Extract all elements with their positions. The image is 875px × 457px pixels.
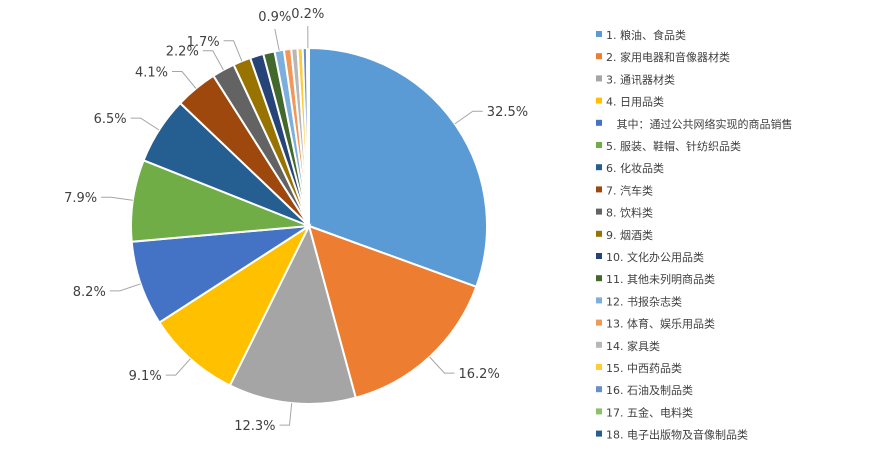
legend-label: 7. 汽车类 bbox=[606, 183, 653, 197]
legend: 1. 粮油、食品类 2. 家用电器和音像器材类 3. 通讯器材类 4. 日用品类 其中… bbox=[596, 28, 793, 442]
legend-label: 15. 中西药品类 bbox=[606, 361, 682, 375]
legend-swatch bbox=[596, 408, 602, 414]
legend-label: 10. 文化办公用品类 bbox=[606, 250, 704, 264]
leader-line bbox=[280, 403, 292, 425]
data-label: 0.9% bbox=[258, 10, 291, 25]
legend-label: 18. 电子出版物及音像制品类 bbox=[606, 428, 748, 442]
leader-line bbox=[131, 118, 160, 130]
leader-line bbox=[166, 359, 191, 375]
legend-swatch bbox=[596, 342, 602, 348]
data-label: 6.5% bbox=[94, 112, 127, 127]
legend-swatch bbox=[596, 364, 602, 370]
legend-label: 11. 其他未列明商品类 bbox=[606, 272, 715, 286]
legend-label: 13. 体育、娱乐用品类 bbox=[606, 317, 715, 331]
leader-line bbox=[224, 41, 242, 61]
data-label: 4.1% bbox=[135, 66, 168, 81]
leader-line bbox=[455, 111, 483, 124]
leader-line bbox=[172, 72, 196, 89]
legend-swatch bbox=[596, 98, 602, 104]
data-label: 16.2% bbox=[459, 367, 500, 382]
data-label: 0.2% bbox=[291, 7, 324, 22]
legend-swatch bbox=[596, 120, 602, 126]
data-label: 12.3% bbox=[234, 419, 275, 434]
legend-swatch bbox=[596, 297, 602, 303]
legend-label: 16. 石油及制品类 bbox=[606, 383, 693, 397]
legend-swatch bbox=[596, 53, 602, 59]
leader-line bbox=[430, 357, 455, 373]
legend-swatch bbox=[596, 275, 602, 281]
legend-label: 12. 书报杂志类 bbox=[606, 294, 682, 308]
leader-line bbox=[110, 284, 141, 291]
legend-swatch bbox=[596, 142, 602, 148]
legend-swatch bbox=[596, 164, 602, 170]
legend-swatch bbox=[596, 75, 602, 81]
pie-slices bbox=[131, 48, 487, 404]
legend-swatch bbox=[596, 209, 602, 215]
leader-line bbox=[203, 51, 224, 70]
legend-swatch bbox=[596, 231, 602, 237]
legend-label: 6. 化妆品类 bbox=[606, 161, 664, 175]
legend-label: 其中：通过公共网络实现的商品销售 bbox=[606, 117, 793, 131]
legend-label: 17. 五金、电料类 bbox=[606, 405, 693, 419]
legend-label: 3. 通讯器材类 bbox=[606, 72, 675, 86]
leader-line bbox=[275, 29, 279, 51]
legend-label: 9. 烟酒类 bbox=[606, 228, 653, 242]
data-label: 32.5% bbox=[487, 105, 528, 120]
data-label: 7.9% bbox=[64, 191, 97, 206]
legend-swatch bbox=[596, 431, 602, 437]
legend-label: 5. 服装、鞋帽、针纺织品类 bbox=[606, 139, 741, 153]
data-label: 8.2% bbox=[73, 285, 106, 300]
data-label: 1.7% bbox=[187, 35, 220, 50]
legend-label: 1. 粮油、食品类 bbox=[606, 28, 686, 42]
legend-swatch bbox=[596, 320, 602, 326]
legend-swatch bbox=[596, 386, 602, 392]
data-label: 9.1% bbox=[129, 369, 162, 384]
legend-label: 14. 家具类 bbox=[606, 339, 660, 353]
legend-label: 4. 日用品类 bbox=[606, 95, 664, 109]
legend-label: 8. 饮料类 bbox=[606, 206, 653, 220]
legend-swatch bbox=[596, 31, 602, 37]
leader-line bbox=[101, 197, 133, 200]
legend-swatch bbox=[596, 253, 602, 259]
legend-swatch bbox=[596, 186, 602, 192]
legend-label: 2. 家用电器和音像器材类 bbox=[606, 50, 730, 64]
